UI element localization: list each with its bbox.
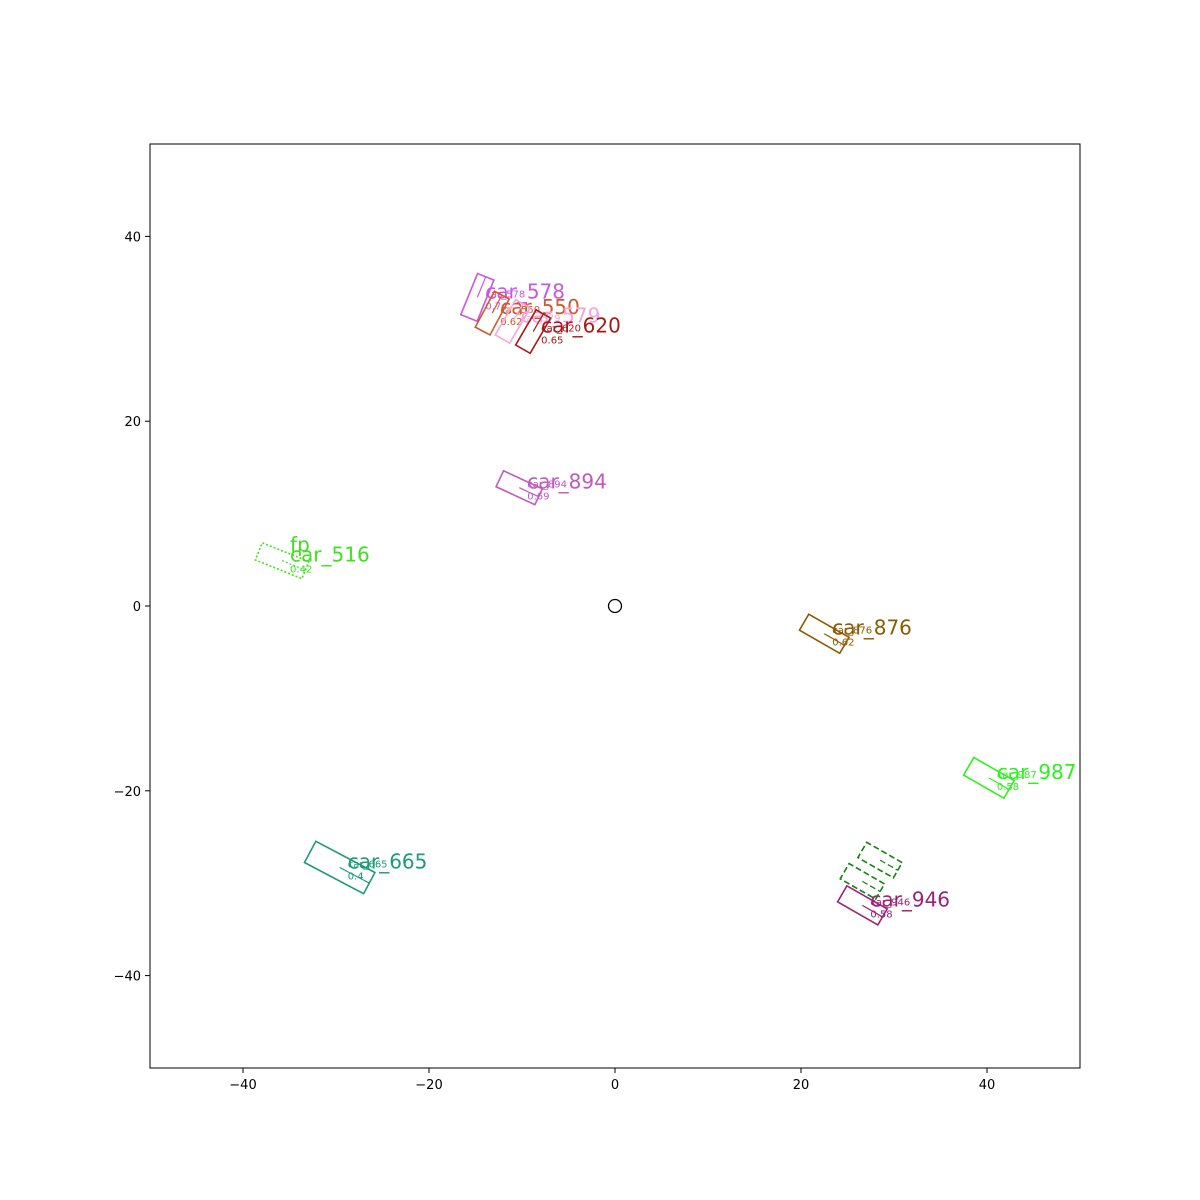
heading-line <box>879 859 899 871</box>
box-sublabel: car_550 <box>500 305 540 316</box>
y-tick-label: −40 <box>114 970 141 985</box>
detection-box <box>303 840 377 895</box>
box-sublabel: car_876 <box>832 626 872 637</box>
box-score: 0.58 <box>870 909 892 920</box>
box-sublabel: car_946 <box>870 897 910 908</box>
box-score: 0.42 <box>290 565 312 576</box>
box-score: 0.65 <box>541 336 563 347</box>
heading-line <box>339 866 370 884</box>
x-tick-label: 0 <box>611 1078 619 1093</box>
box-label: car_550 <box>500 295 580 319</box>
x-tick-label: −20 <box>415 1078 442 1093</box>
heading-line <box>862 880 881 893</box>
box-sublabel: fp <box>290 533 310 557</box>
detection-box <box>514 308 552 355</box>
detection-box-group <box>856 841 904 879</box>
y-tick-label: −20 <box>114 785 141 800</box>
x-tick-label: −40 <box>229 1078 256 1093</box>
detection-box <box>839 862 886 901</box>
detection-box <box>495 469 544 506</box>
detection-box <box>474 290 511 337</box>
box-score: 0.58 <box>997 782 1019 793</box>
detection-box <box>459 272 495 323</box>
box-sublabel: car_578 <box>485 289 525 300</box>
box-label: car_987 <box>997 760 1077 784</box>
detection-box-group <box>839 862 886 901</box>
box-label: car_516 <box>290 543 370 567</box>
x-tick-label: 20 <box>793 1078 810 1093</box>
detection-box <box>798 613 851 655</box>
heading-line <box>518 487 539 498</box>
detection-box <box>856 841 904 879</box>
detection-box <box>962 756 1016 800</box>
heading-line <box>988 777 1010 790</box>
heading-line <box>476 276 487 298</box>
heading-line <box>823 633 845 646</box>
box-sublabel: car_894 <box>527 480 567 491</box>
box-label: car_620 <box>541 314 621 338</box>
heading-line <box>491 294 503 314</box>
heading-line <box>512 303 524 322</box>
detection-box <box>836 884 889 927</box>
box-label: car_579 <box>521 303 601 327</box>
heading-line <box>281 560 306 571</box>
box-score: 0.62 <box>500 317 522 328</box>
box-label: car_578 <box>485 279 565 303</box>
box-score: 0.69 <box>527 492 549 503</box>
box-label: car_894 <box>527 470 607 494</box>
plot-area: car_578car_5780.74car_550car_5500.62car_… <box>254 272 1077 927</box>
heading-line <box>862 904 883 918</box>
detection-box <box>494 298 532 345</box>
y-tick-label: 0 <box>133 600 141 615</box>
x-tick-label: 40 <box>979 1078 996 1093</box>
box-score: 0.74 <box>485 301 507 312</box>
ego-marker <box>607 598 623 614</box>
box-score: 0.62 <box>832 638 854 649</box>
box-sublabel: car_987 <box>997 770 1037 781</box>
box-label: car_946 <box>870 887 950 911</box>
box-label: car_876 <box>832 616 912 640</box>
axes: −40 −20 0 20 40 −40 −20 0 20 40 <box>114 143 1081 1093</box>
box-score: 0.4 <box>348 871 364 882</box>
box-sublabel: car_620 <box>541 324 581 335</box>
box-sublabel: car_665 <box>348 859 388 870</box>
y-tick-label: 40 <box>124 230 141 245</box>
detection-box <box>254 541 310 580</box>
y-tick-label: 20 <box>124 415 141 430</box>
axes-frame <box>149 143 1081 1069</box>
box-label: car_665 <box>348 849 428 873</box>
heading-line <box>532 313 544 332</box>
